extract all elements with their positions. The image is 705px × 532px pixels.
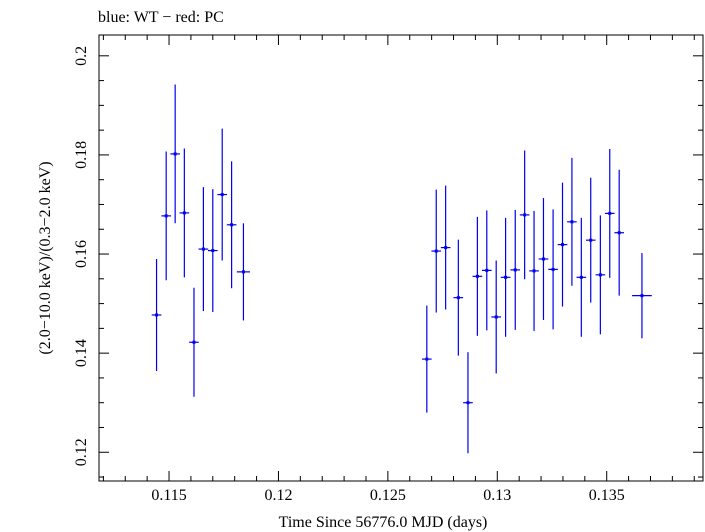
point-marker [523, 213, 527, 217]
point-marker [456, 296, 460, 300]
y-tick-label: 0.14 [73, 339, 90, 367]
point-marker [513, 268, 517, 272]
data-point [440, 185, 451, 310]
data-point [431, 189, 442, 313]
point-marker [494, 315, 498, 319]
data-marks [151, 84, 652, 454]
y-tick-label: 0.16 [73, 240, 90, 268]
data-point [472, 216, 483, 336]
point-marker [579, 275, 583, 279]
data-point [236, 223, 250, 321]
data-point [198, 187, 209, 312]
axis-ticks [99, 35, 703, 481]
x-tick-label: 0.115 [151, 487, 186, 504]
point-marker [589, 238, 593, 242]
data-point [595, 215, 606, 335]
point-marker [425, 357, 429, 361]
point-marker [211, 249, 215, 253]
point-marker [155, 313, 159, 317]
data-point [567, 157, 577, 286]
data-point [491, 260, 502, 374]
point-marker [551, 267, 555, 271]
data-point [604, 148, 615, 278]
point-marker [608, 211, 612, 215]
point-marker [541, 257, 545, 261]
point-marker [475, 274, 479, 278]
data-point [161, 151, 171, 281]
data-point [548, 209, 558, 330]
point-marker [220, 193, 224, 197]
data-point [170, 84, 180, 224]
data-point [207, 189, 218, 313]
plot-frame [98, 34, 704, 482]
data-point [179, 148, 190, 278]
point-marker [201, 247, 205, 251]
chart-title: blue: WT − red: PC [98, 9, 224, 26]
point-marker [504, 275, 508, 279]
point-marker [640, 294, 644, 298]
data-point [614, 169, 624, 296]
data-point [585, 177, 596, 303]
data-point [226, 161, 237, 289]
point-marker [164, 214, 168, 218]
point-marker [173, 152, 177, 156]
point-marker [192, 340, 196, 344]
data-point [463, 352, 473, 454]
y-tick-label: 0.12 [73, 438, 90, 466]
data-point [557, 182, 568, 307]
data-point [510, 209, 521, 330]
data-point [422, 305, 432, 413]
data-point [576, 217, 587, 337]
point-marker [532, 269, 536, 273]
x-axis-label: Time Since 56776.0 MJD (days) [279, 514, 488, 531]
point-marker [230, 223, 234, 227]
point-marker [241, 270, 245, 274]
data-point [500, 217, 511, 337]
point-marker [598, 273, 602, 277]
point-marker [434, 249, 438, 253]
data-point [481, 210, 492, 331]
axis-tick-labels: 0.115 0.12 0.125 0.13 0.135 0.12 0.14 0.16 0.18 0… [73, 46, 625, 504]
x-tick-label: 0.12 [264, 487, 292, 504]
data-point [189, 287, 199, 397]
data-point [217, 128, 228, 261]
data-point [519, 150, 530, 280]
data-point [632, 253, 652, 339]
data-point [529, 210, 539, 331]
point-marker [570, 220, 574, 224]
data-point [453, 239, 464, 356]
y-axis-label: (2.0−10.0 keV)/(0.3−2.0 keV) [37, 161, 54, 354]
point-marker [617, 231, 621, 235]
point-marker [485, 268, 489, 272]
y-tick-label: 0.2 [73, 46, 90, 66]
point-marker [182, 211, 186, 215]
x-tick-label: 0.13 [483, 487, 511, 504]
data-point [151, 258, 162, 371]
point-marker [561, 243, 565, 247]
x-tick-label: 0.135 [589, 487, 625, 504]
x-tick-label: 0.125 [370, 487, 406, 504]
y-tick-label: 0.18 [73, 141, 90, 169]
data-point [538, 198, 549, 320]
point-marker [444, 246, 448, 250]
point-marker [466, 401, 470, 405]
